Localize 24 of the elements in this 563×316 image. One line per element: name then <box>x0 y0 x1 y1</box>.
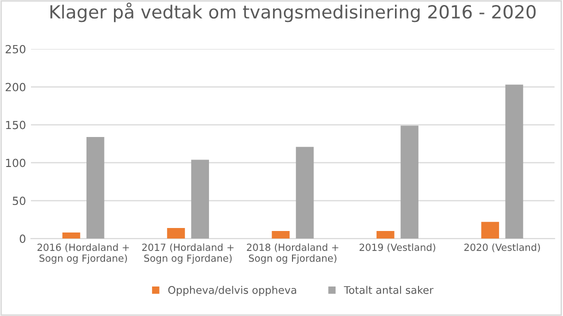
y-tick-label: 250 <box>6 44 26 54</box>
bar <box>167 228 185 239</box>
x-tick-label: 2020 (Vestland) <box>464 243 540 252</box>
y-tick-label: 0 <box>20 234 26 243</box>
x-tick-label: 2016 (Hordaland + Sogn og Fjordane) <box>38 243 129 264</box>
legend-label: Oppheva/delvis oppheva <box>168 286 296 296</box>
bar <box>191 160 209 239</box>
x-tick-label: 2019 (Vestland) <box>360 243 436 252</box>
y-tick-label: 200 <box>6 82 26 92</box>
bar <box>400 126 418 239</box>
bar <box>86 136 104 239</box>
x-tick-label: 2018 (Hordaland + Sogn og Fjordane) <box>246 243 338 264</box>
bar <box>272 230 290 239</box>
bar <box>296 146 314 239</box>
legend-label: Totalt antal saker <box>344 286 434 294</box>
bar <box>62 232 80 239</box>
bar <box>505 84 524 239</box>
y-tick-label: 100 <box>6 158 26 168</box>
y-tick-label: 150 <box>6 120 26 130</box>
x-tick-label: 2017 (Hordaland + Sogn og Fjordane) <box>142 243 234 264</box>
bar <box>481 222 500 239</box>
y-tick-label: 50 <box>12 196 26 206</box>
chart-title: Klager på vedtak om tvangsmedisinering 2016 - 2020 <box>50 2 536 22</box>
bar <box>376 230 394 239</box>
